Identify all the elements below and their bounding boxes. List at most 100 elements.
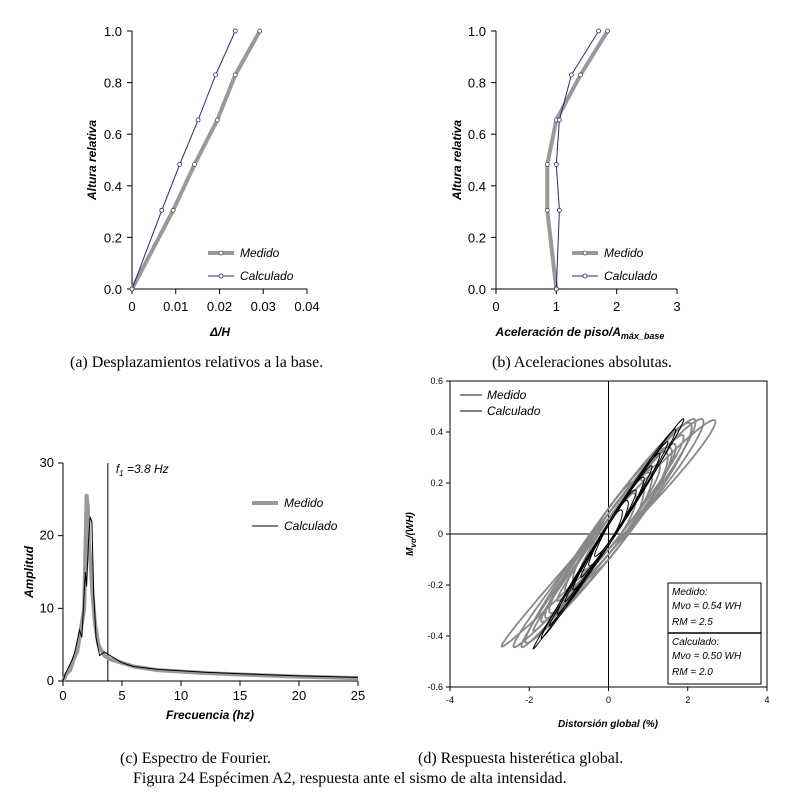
legend-marker-calculado xyxy=(582,273,588,279)
x-tick-label: 0 xyxy=(492,299,499,314)
stats-measured-moment: Mvo = 0.54 WH xyxy=(672,601,742,612)
caption-d: (d) Respuesta histerética global. xyxy=(418,750,623,767)
x-tick-label: 4 xyxy=(764,695,769,705)
x-axis-label: Distorsión global (%) xyxy=(558,719,659,730)
data-point-calculado xyxy=(553,286,559,292)
data-point-calculado xyxy=(556,117,562,123)
y-tick-label: 0.0 xyxy=(468,282,486,297)
legend-label-calculado: Calculado xyxy=(240,269,294,283)
hysteresis-loop-medido xyxy=(500,419,717,648)
hysteresis-loop-calculado xyxy=(572,476,645,591)
series-line-calculado xyxy=(131,30,236,290)
stats-calc-moment: Mvo = 0.50 WH xyxy=(672,651,742,662)
y-tick-label: 0.6 xyxy=(468,127,486,142)
legend-label-medido: Medido xyxy=(487,388,527,402)
y-axis-label: Mvo/(WH) xyxy=(405,511,418,555)
data-point-medido xyxy=(170,207,176,213)
x-tick-label: -2 xyxy=(525,695,533,705)
data-point-medido xyxy=(544,161,550,167)
caption-b: (b) Aceleraciones absolutas. xyxy=(492,354,672,371)
y-tick-label: 0.6 xyxy=(430,376,443,386)
x-tick-label: 0.03 xyxy=(251,299,276,314)
x-axis-label: Frecuencia (hz) xyxy=(166,708,254,722)
figure-caption: Figura 24 Espécimen A2, respuesta ante e… xyxy=(133,770,567,787)
y-tick-label: -0.4 xyxy=(427,631,443,641)
hysteresis-loop-medido xyxy=(544,446,673,620)
x-tick-label: 1 xyxy=(553,299,560,314)
stats-measured-ratio: RM = 2.5 xyxy=(672,617,713,628)
legend-label-medido: Medido xyxy=(240,246,280,260)
legend-label-calculado: Calculado xyxy=(284,519,338,533)
caption-a: (a) Desplazamientos relativos a la base. xyxy=(70,354,323,371)
x-tick-label: 15 xyxy=(233,688,247,703)
x-axis-label: Δ/H xyxy=(209,325,230,339)
x-tick-label: 0.01 xyxy=(163,299,188,314)
hysteresis-loop-calculado xyxy=(594,509,623,557)
y-tick-label: 0.4 xyxy=(468,179,486,194)
data-point-calculado xyxy=(213,72,218,78)
y-tick-label: -0.2 xyxy=(427,580,443,590)
y-tick-label: 0 xyxy=(47,673,54,688)
hysteresis-loop-calculado xyxy=(540,428,677,640)
caption-c: (c) Espectro de Fourier. xyxy=(120,750,271,767)
legend-label-medido: Medido xyxy=(284,496,324,510)
x-tick-label: 0 xyxy=(128,299,135,314)
x-tick-label: 2 xyxy=(613,299,620,314)
stats-calc-ratio: RM = 2.0 xyxy=(672,667,713,678)
y-tick-label: 1.0 xyxy=(104,24,122,39)
data-point-calculado xyxy=(177,161,183,167)
y-tick-label: 30 xyxy=(40,455,54,470)
hysteresis-loop-calculado xyxy=(564,465,653,603)
data-point-calculado xyxy=(129,286,135,292)
x-tick-label: 0 xyxy=(606,695,611,705)
y-tick-label: 0.2 xyxy=(430,478,443,488)
data-point-medido xyxy=(214,117,220,123)
y-tick-label: 0.6 xyxy=(104,127,122,142)
y-tick-label: 10 xyxy=(40,600,54,615)
data-point-medido xyxy=(578,72,583,78)
x-tick-label: 0.02 xyxy=(207,299,232,314)
legend-label-calculado: Calculado xyxy=(487,404,541,418)
y-tick-label: 0 xyxy=(438,529,443,539)
y-tick-label: 0.8 xyxy=(104,76,122,91)
y-tick-label: 0.4 xyxy=(104,179,122,194)
series-line-medido xyxy=(130,30,262,290)
data-point-calculado xyxy=(232,28,238,34)
hysteresis-loop-medido xyxy=(524,421,693,644)
y-tick-label: 0.4 xyxy=(430,427,443,437)
data-point-medido xyxy=(605,28,611,34)
y-tick-label: 0.2 xyxy=(468,230,486,245)
data-point-calculado xyxy=(569,72,574,78)
data-point-calculado xyxy=(553,161,559,167)
data-point-calculado xyxy=(195,117,201,123)
data-point-medido xyxy=(257,28,263,34)
series-line-medido xyxy=(545,29,610,290)
data-point-medido xyxy=(192,161,197,167)
data-point-medido xyxy=(544,207,550,213)
chart-fourier-spectrum: 0 10 20 30 0 5 10 15 20 25 f1 =3.8 Hz Amplitud Frecu… xyxy=(22,455,365,722)
x-tick-label: 3 xyxy=(673,299,680,314)
series-line-medido xyxy=(61,493,359,682)
legend-marker-medido xyxy=(582,250,588,256)
x-tick-label: -4 xyxy=(446,695,454,705)
chart-acceleration: 0.0 0.2 0.4 0.6 0.8 1.0 0 1 2 3 Altura relativa Med… xyxy=(450,24,681,341)
legend-marker-calculado xyxy=(218,273,224,279)
x-tick-label: 25 xyxy=(351,688,365,703)
x-tick-label: 0.04 xyxy=(294,299,319,314)
data-point-medido xyxy=(232,72,238,78)
y-tick-label: 0.2 xyxy=(104,230,122,245)
x-axis-label: Aceleración de piso/Amáx_base xyxy=(495,325,665,341)
y-axis-label: Altura relativa xyxy=(85,120,99,201)
y-tick-label: 20 xyxy=(40,528,54,543)
y-tick-label: 0.0 xyxy=(104,282,122,297)
x-tick-label: 10 xyxy=(174,688,188,703)
frequency-annotation: f1 =3.8 Hz xyxy=(116,462,169,478)
hysteresis-loop-calculado xyxy=(588,499,629,567)
data-point-calculado xyxy=(159,207,165,213)
legend-label-medido: Medido xyxy=(604,246,644,260)
series-line-calculado xyxy=(62,515,359,682)
x-tick-label: 2 xyxy=(685,695,690,705)
y-tick-label: 0.8 xyxy=(468,76,486,91)
stats-measured-title: Medido: xyxy=(672,587,708,598)
stats-calc-title: Calculado: xyxy=(672,637,719,648)
